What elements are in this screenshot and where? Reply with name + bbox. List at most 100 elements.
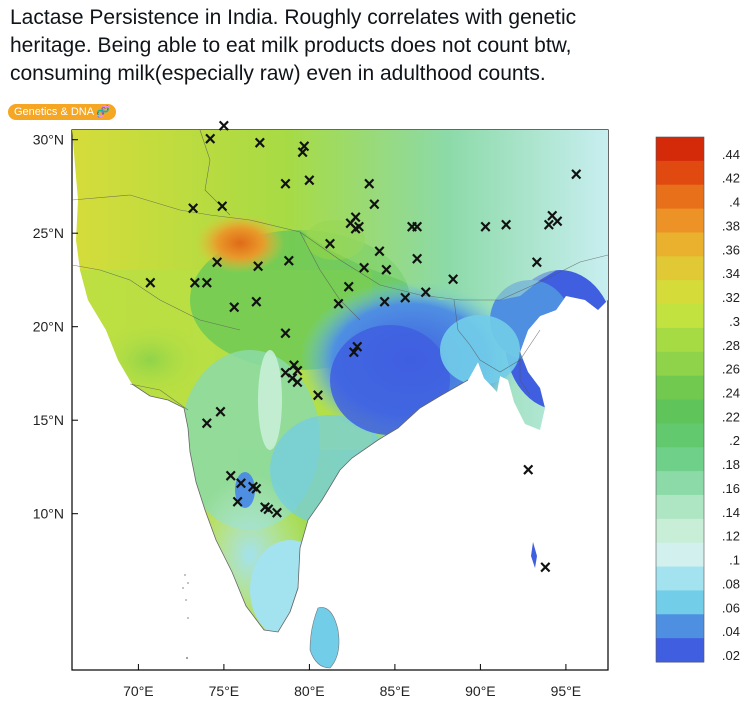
legend-swatch — [656, 304, 704, 329]
sample-marker: × — [348, 342, 360, 364]
legend-label: .38 — [722, 218, 740, 233]
legend-label: .24 — [722, 386, 740, 401]
legend-label: .26 — [722, 362, 740, 377]
legend-swatch — [656, 327, 704, 353]
lactase-map-svg: 35°N30°N25°N20°N15°N10°N 70°E75°E80°E85°… — [33, 38, 740, 699]
map-figure: 35°N30°N25°N20°N15°N10°N 70°E75°E80°E85°… — [0, 38, 745, 710]
legend-label: .44 — [722, 147, 740, 162]
legend-label: .22 — [722, 409, 740, 424]
sample-marker: × — [480, 217, 492, 239]
sample-marker: × — [343, 276, 355, 298]
lon-tick-label: 70°E — [123, 683, 154, 699]
lon-tick-label: 95°E — [551, 683, 582, 699]
sample-marker: × — [374, 241, 386, 263]
legend-label: .28 — [722, 338, 740, 353]
coastline — [131, 379, 469, 633]
sample-marker: × — [215, 402, 227, 424]
sample-marker: × — [271, 503, 283, 525]
lat-axis: 35°N30°N25°N20°N15°N10°N — [33, 38, 78, 522]
legend-label: .18 — [722, 457, 740, 472]
legend-label: .06 — [722, 600, 740, 615]
lon-tick-label: 75°E — [209, 683, 240, 699]
sample-marker: × — [280, 323, 292, 345]
legend-label: .42 — [722, 171, 740, 186]
sample-marker: × — [345, 213, 357, 235]
legend-swatch — [656, 471, 704, 496]
sample-marker: × — [411, 217, 423, 239]
sample-marker: × — [411, 248, 423, 270]
sample-marker: × — [292, 372, 304, 394]
legend-label: .08 — [722, 576, 740, 591]
sample-marker: × — [304, 170, 316, 192]
sample-marker: × — [254, 132, 266, 154]
sample-marker: × — [259, 497, 271, 519]
legend-swatch — [656, 566, 704, 591]
post-title: Lactase Persistence in India. Roughly co… — [10, 4, 730, 88]
sample-marker: × — [447, 269, 459, 291]
legend-label: .3 — [729, 314, 740, 329]
sample-marker: × — [263, 499, 275, 521]
sample-marker: × — [280, 362, 292, 384]
lat-tick-label: 20°N — [33, 319, 64, 335]
sample-marker: × — [297, 142, 309, 164]
legend-label: .34 — [722, 266, 740, 281]
sample-marker: × — [406, 217, 418, 239]
sample-marker: × — [280, 174, 292, 196]
colorbar-legend: .44 .42 .4 .38 .36 .34 .32 .3 .28 .26 .24 .22 .2 .18.… — [655, 136, 740, 663]
sample-marker: × — [247, 477, 259, 499]
legend-swatch — [656, 399, 704, 424]
sample-marker: × — [225, 465, 237, 487]
sample-marker: × — [543, 215, 555, 237]
sample-marker: × — [228, 297, 240, 319]
sample-marker: × — [283, 250, 295, 272]
legend-swatch — [656, 447, 704, 472]
legend-swatch — [656, 137, 704, 162]
legend-swatch — [656, 542, 704, 568]
sample-marker: × — [251, 291, 263, 313]
post-title-line: consuming milk(especially raw) even in a… — [10, 62, 546, 85]
sample-marker: × — [350, 218, 362, 240]
sample-marker: × — [312, 385, 324, 407]
lon-tick-label: 90°E — [465, 683, 496, 699]
sample-marker: × — [358, 258, 370, 280]
legend-label: .16 — [722, 481, 740, 496]
legend-label: .12 — [722, 529, 740, 544]
sample-marker: × — [187, 198, 199, 220]
lakshadweep-dots — [182, 574, 189, 660]
sample-marker: × — [216, 196, 228, 218]
sample-marker: × — [286, 368, 298, 390]
legend-swatch — [656, 494, 704, 520]
sample-marker: × — [189, 273, 201, 295]
legend-swatch — [656, 280, 704, 305]
lat-tick-label: 25°N — [33, 225, 64, 241]
post-flair[interactable]: Genetics & DNA 🧬 — [8, 104, 116, 120]
sample-marker: × — [252, 256, 264, 278]
lon-axis: 70°E 75°E 80°E 85°E 90°E 95°E — [123, 664, 581, 699]
legend-swatch — [656, 160, 704, 186]
post-title-line: heritage. Being able to eat milk product… — [10, 34, 572, 57]
sample-marker: × — [211, 252, 223, 274]
legend-swatch — [656, 208, 704, 233]
legend-swatch — [656, 184, 704, 210]
dna-icon: 🧬 — [96, 106, 110, 118]
legend-label: .4 — [729, 195, 740, 210]
lon-tick-label: 85°E — [380, 683, 411, 699]
lon-tick-label: 80°E — [294, 683, 325, 699]
sample-marker: × — [218, 116, 230, 138]
post-title-line: Lactase Persistence in India. Roughly co… — [10, 6, 577, 29]
sample-marker: × — [351, 336, 363, 358]
legend-swatch — [656, 638, 704, 663]
lat-tick-label: 30°N — [33, 132, 64, 148]
sample-marker: × — [546, 205, 558, 227]
sample-marker: × — [288, 355, 300, 377]
lat-tick-label: 10°N — [33, 506, 64, 522]
legend-swatch — [656, 256, 704, 281]
legend-swatch — [656, 423, 704, 448]
sample-marker: × — [350, 207, 362, 229]
sample-marker: × — [232, 491, 244, 513]
sample-markers: ×× × ××× ×× × ××× × ×× × ×× ×××××××××××× ××××××× ×××… — [145, 80, 582, 579]
sample-marker: × — [379, 291, 391, 313]
sample-marker: × — [333, 293, 345, 315]
flair-label: Genetics & DNA — [14, 106, 95, 118]
sample-marker: × — [235, 473, 247, 495]
